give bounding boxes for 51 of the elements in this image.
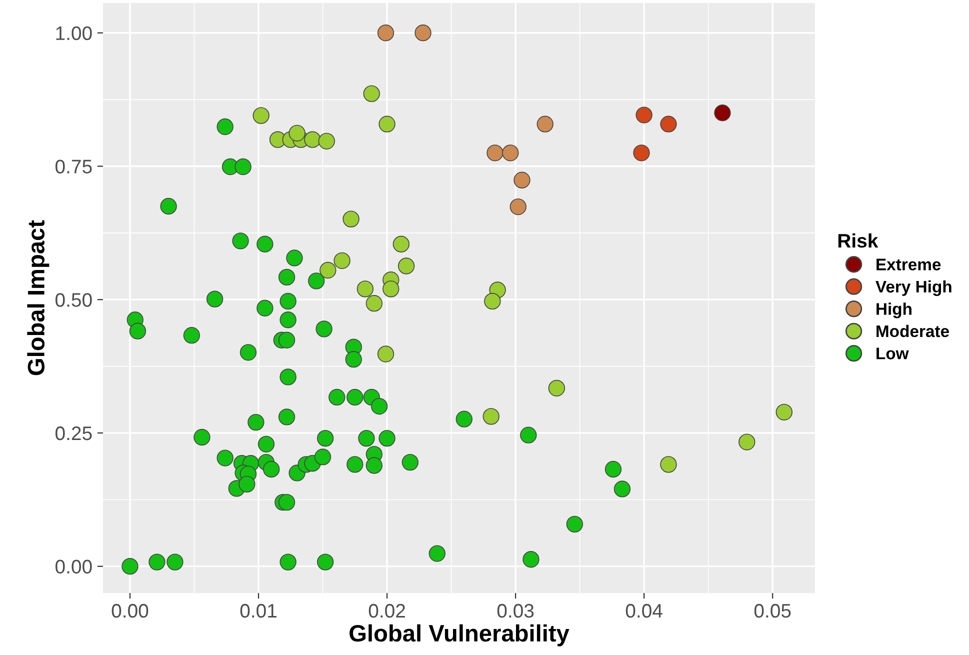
point — [304, 131, 321, 148]
point — [482, 408, 500, 425]
y-tick-label: 0.00 — [56, 560, 92, 574]
point — [633, 144, 650, 162]
legend-title: Risk — [838, 233, 878, 248]
legend-label: Low — [876, 348, 909, 360]
point — [318, 132, 335, 150]
point — [342, 210, 360, 228]
x-tick-label: 0.00 — [112, 604, 148, 618]
point — [356, 280, 374, 298]
point — [366, 294, 383, 312]
x-tick-label: 0.03 — [497, 604, 534, 618]
x-tick-label: 0.04 — [626, 604, 662, 618]
x-tick-label: 0.01 — [240, 604, 276, 618]
legend-label: High — [876, 302, 912, 318]
point — [484, 292, 501, 310]
point — [548, 380, 566, 396]
x-tick-label: 0.02 — [368, 604, 405, 618]
point — [714, 104, 731, 122]
point — [377, 346, 394, 362]
point — [636, 106, 652, 124]
point — [382, 280, 400, 298]
point — [414, 24, 432, 42]
y-axis-title: Global Impact — [27, 220, 50, 376]
y-tick-label: 0.50 — [56, 293, 92, 307]
legend-label: Very High — [876, 280, 952, 296]
point — [514, 172, 530, 188]
point — [660, 116, 677, 132]
point — [334, 252, 350, 269]
point — [502, 144, 519, 162]
point — [363, 85, 380, 102]
y-tick-label: 1.00 — [56, 26, 92, 40]
point — [378, 116, 396, 132]
point — [738, 434, 756, 450]
y-tick-label: 0.75 — [56, 160, 92, 174]
point — [660, 456, 677, 473]
point — [510, 198, 526, 216]
point — [320, 262, 336, 279]
point — [392, 236, 410, 252]
legend-label: Moderate — [876, 324, 949, 338]
legend-label: Extreme — [876, 258, 941, 270]
point — [252, 107, 270, 124]
point — [398, 258, 415, 274]
y-tick-label: 0.25 — [56, 426, 92, 440]
x-axis-title: Global Vulnerability — [350, 624, 570, 646]
point — [776, 404, 792, 420]
x-tick-label: 0.05 — [754, 604, 791, 618]
point — [377, 24, 394, 42]
point — [288, 124, 306, 142]
point — [486, 144, 504, 162]
point — [536, 116, 554, 132]
